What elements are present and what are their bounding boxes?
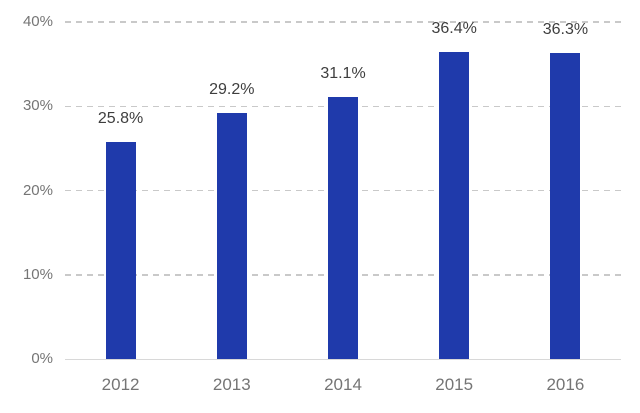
- bar-value-label: 29.2%: [209, 80, 255, 98]
- bar-value-label: 31.1%: [320, 64, 366, 82]
- bar-2013: [216, 112, 247, 359]
- x-axis-tick-label: 2015: [435, 375, 474, 394]
- bar-value-label: 36.3%: [542, 21, 589, 39]
- bar-value-label: 25.8%: [97, 109, 144, 127]
- y-axis-tick-label: 20%: [22, 181, 53, 199]
- x-axis-baseline: [65, 358, 621, 360]
- gridline-40: [65, 21, 621, 23]
- bar-2016: [550, 53, 581, 359]
- x-axis-tick-label: 2016: [546, 375, 585, 394]
- x-axis-tick-label: 2013: [212, 375, 251, 394]
- bar-2014: [328, 96, 358, 359]
- bar-value-label: 36.4%: [431, 20, 477, 38]
- y-axis-tick-label: 10%: [22, 265, 53, 283]
- y-axis-tick-label: 0%: [31, 350, 53, 367]
- x-axis-tick-label: 2012: [101, 375, 140, 394]
- x-axis-tick-label: 2014: [324, 375, 362, 394]
- bar-2015: [439, 52, 470, 359]
- y-axis-tick-label: 30%: [22, 97, 53, 115]
- bar-2012: [105, 141, 136, 359]
- y-axis-tick-label: 40%: [22, 13, 53, 30]
